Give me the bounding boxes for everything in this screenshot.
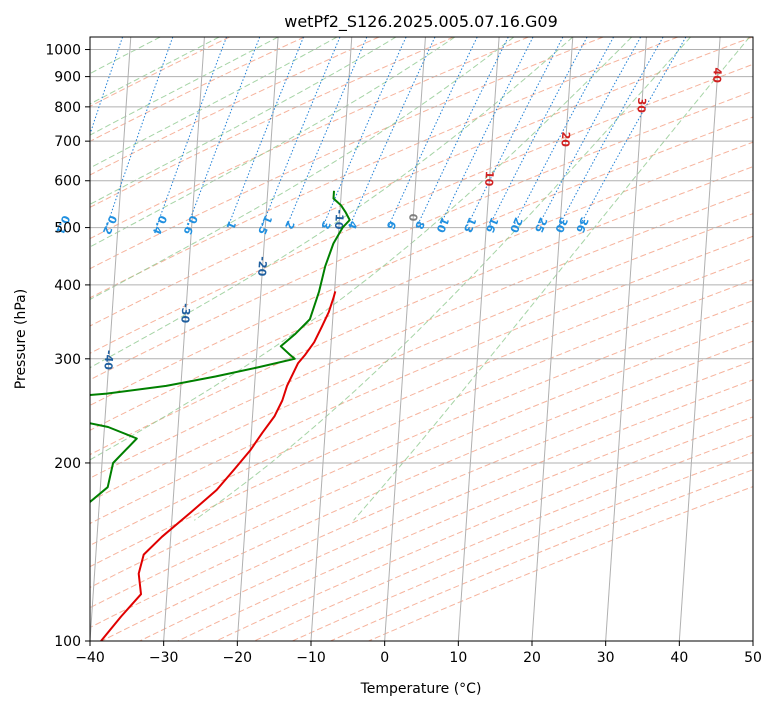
mixing-ratio-label: 25 bbox=[532, 215, 550, 234]
mixing-ratio-line bbox=[466, 37, 564, 228]
mixing-ratio-label: 16 bbox=[483, 215, 501, 234]
dry-adiabat-line bbox=[90, 235, 753, 525]
mixing-ratio-line bbox=[488, 37, 588, 228]
y-axis-ticks: 100 200 300 400 500 600 700 800 900 1000 bbox=[45, 43, 90, 650]
dry-adiabat-line bbox=[90, 340, 753, 629]
x-tick-label: 10 bbox=[449, 650, 467, 666]
isotherm-label: 20 bbox=[558, 131, 572, 148]
plot-frame bbox=[89, 36, 754, 642]
y-tick-label: 600 bbox=[54, 174, 81, 190]
y-axis-title: Pressure (hPa) bbox=[13, 289, 29, 389]
isotherm-line bbox=[605, 37, 647, 641]
dry-adiabat-line bbox=[90, 37, 604, 270]
x-tick-label: 0 bbox=[380, 650, 389, 666]
dry-adiabat-line bbox=[90, 116, 753, 406]
mixing-ratio-label: 13 bbox=[461, 215, 479, 234]
x-axis-ticks: −40 −30 −20 −10 0 10 20 30 40 50 bbox=[75, 641, 762, 666]
dewpoint-profile-line bbox=[90, 190, 351, 504]
mixing-ratio-label: 36 bbox=[573, 215, 591, 234]
mixing-ratio-line bbox=[186, 37, 261, 228]
x-tick-label: 30 bbox=[597, 650, 615, 666]
temperature-profile-line bbox=[100, 291, 337, 641]
mixing-ratio-line bbox=[557, 37, 664, 228]
y-tick-label: 500 bbox=[54, 221, 81, 237]
isotherm-line bbox=[531, 37, 574, 641]
sounding-profiles bbox=[90, 190, 351, 641]
dry-adiabat-line bbox=[90, 37, 380, 176]
dry-adiabat-line bbox=[90, 37, 753, 327]
isotherm-line bbox=[163, 37, 205, 641]
dry-adiabat-line bbox=[90, 90, 753, 381]
mixing-ratio-line bbox=[105, 37, 174, 228]
mixing-ratio-label: 30 bbox=[552, 215, 570, 234]
isotherm-label: -20 bbox=[255, 256, 269, 277]
mixing-ratio-line bbox=[578, 37, 687, 228]
isotherm-label: -10 bbox=[332, 209, 346, 230]
mixing-ratio-lines bbox=[90, 37, 687, 228]
y-tick-label: 800 bbox=[54, 100, 81, 116]
mixing-ratio-line bbox=[155, 37, 227, 228]
isotherm-label: 40 bbox=[710, 67, 724, 84]
dry-adiabat-line bbox=[90, 37, 678, 299]
x-tick-label: −30 bbox=[149, 650, 179, 666]
isotherm-label: 0 bbox=[406, 213, 420, 222]
x-axis-title: Temperature (°C) bbox=[360, 681, 482, 697]
isotherm-line bbox=[457, 37, 500, 641]
isotherms bbox=[90, 37, 753, 641]
isotherm-line bbox=[310, 37, 353, 641]
mixing-ratio-line bbox=[261, 37, 341, 228]
isotherm-label: -30 bbox=[178, 303, 192, 324]
y-tick-label: 1000 bbox=[45, 43, 81, 59]
y-tick-label: 200 bbox=[54, 456, 81, 472]
mixing-ratio-line bbox=[438, 37, 534, 228]
dry-adiabat-line bbox=[90, 37, 230, 107]
mixing-ratio-line bbox=[90, 37, 124, 136]
mixing-ratio-line bbox=[227, 37, 304, 228]
dry-adiabat-line bbox=[101, 360, 753, 641]
dry-adiabat-line bbox=[90, 300, 753, 588]
isotherm-line bbox=[236, 37, 279, 641]
isotherm-line bbox=[384, 37, 426, 641]
dry-adiabat-line bbox=[90, 37, 454, 208]
isotherm-label: -40 bbox=[101, 350, 115, 371]
isotherm-line bbox=[90, 37, 132, 641]
x-tick-label: 20 bbox=[523, 650, 541, 666]
y-tick-label: 700 bbox=[54, 134, 81, 150]
y-tick-label: 300 bbox=[54, 352, 81, 368]
dry-adiabat-line bbox=[90, 257, 753, 546]
mixing-ratio-label: 10 bbox=[433, 215, 451, 234]
x-tick-label: −20 bbox=[223, 650, 253, 666]
mixing-ratio-line bbox=[512, 37, 615, 228]
mixing-ratio-line bbox=[321, 37, 407, 228]
isotherm-label: 30 bbox=[634, 97, 648, 114]
chart-title: wetPf2_S126.2025.005.07.16.G09 bbox=[284, 12, 558, 32]
mixing-ratio-line bbox=[348, 37, 436, 228]
y-tick-label: 400 bbox=[54, 278, 81, 294]
x-tick-label: −10 bbox=[296, 650, 326, 666]
y-tick-label: 900 bbox=[54, 70, 81, 86]
x-tick-label: 50 bbox=[744, 650, 762, 666]
x-tick-label: 40 bbox=[670, 650, 688, 666]
mixing-ratio-label: 20 bbox=[507, 215, 525, 234]
dry-adiabat-line bbox=[90, 189, 753, 479]
x-tick-label: −40 bbox=[75, 650, 105, 666]
y-tick-label: 100 bbox=[54, 634, 81, 650]
isotherm-line bbox=[678, 37, 721, 641]
mixing-ratio-line bbox=[285, 37, 368, 228]
isotherm-label: 10 bbox=[482, 171, 496, 188]
